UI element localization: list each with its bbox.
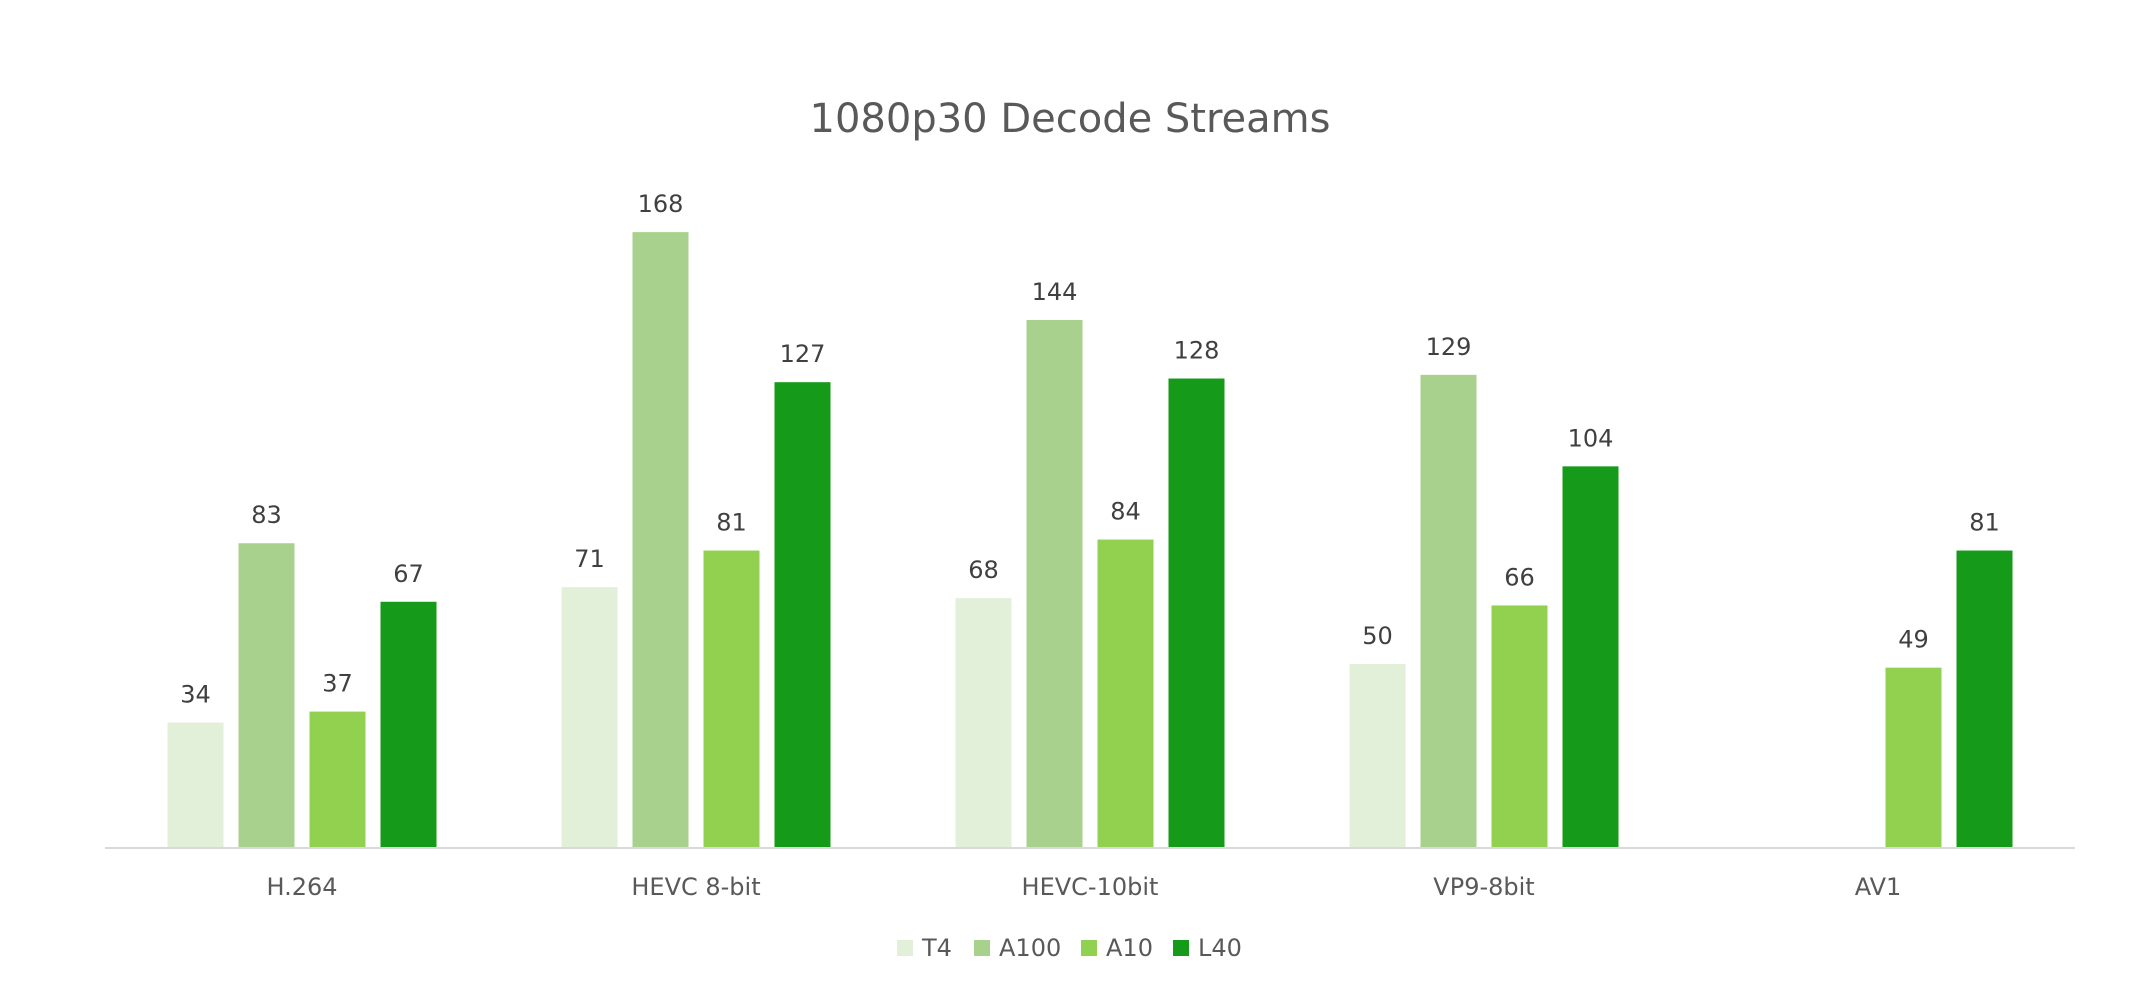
data-label-hevc-8-bit-t4: 71 xyxy=(574,545,605,573)
data-label-h-264-t4: 34 xyxy=(180,681,211,709)
legend: T4 A100 A10 L40 xyxy=(897,934,1242,962)
legend-swatch-a10 xyxy=(1081,940,1097,956)
data-label-h-264-a100: 83 xyxy=(251,501,282,529)
bar-hevc-8-bit-l40 xyxy=(774,382,831,847)
data-label-hevc-10bit-a10: 84 xyxy=(1110,498,1141,526)
bar-hevc-10bit-t4 xyxy=(955,598,1012,847)
legend-swatch-t4 xyxy=(897,940,913,956)
legend-item-l40: L40 xyxy=(1173,934,1242,962)
bars-group: 34 83 37 67 71 168 81 127 68 144 84 128 50 129 66 104 49… xyxy=(167,190,2013,848)
legend-item-t4: T4 xyxy=(897,934,952,962)
legend-label-t4: T4 xyxy=(921,934,952,962)
data-label-vp9-8bit-l40: 104 xyxy=(1568,424,1614,452)
x-tick-label-h-264: H.264 xyxy=(266,873,337,901)
bar-hevc-8-bit-a10 xyxy=(703,550,760,847)
legend-label-a100: A100 xyxy=(999,934,1061,962)
x-tick-labels: H.264 HEVC 8-bit HEVC-10bit VP9-8bit AV1 xyxy=(266,873,1901,901)
bar-hevc-10bit-a10 xyxy=(1097,539,1154,847)
data-label-h-264-a10: 37 xyxy=(322,670,353,698)
data-label-hevc-8-bit-l40: 127 xyxy=(780,340,826,368)
data-label-hevc-8-bit-a10: 81 xyxy=(716,509,747,537)
bar-h-264-a100 xyxy=(238,543,295,847)
legend-swatch-l40 xyxy=(1173,940,1189,956)
bar-av1-a10 xyxy=(1885,667,1942,847)
data-label-vp9-8bit-t4: 50 xyxy=(1362,622,1393,650)
data-label-av1-l40: 81 xyxy=(1969,509,2000,537)
bar-vp9-8bit-a10 xyxy=(1491,605,1548,847)
legend-label-a10: A10 xyxy=(1106,934,1153,962)
data-label-av1-a10: 49 xyxy=(1898,626,1929,654)
x-tick-label-av1: AV1 xyxy=(1855,873,1902,901)
bar-hevc-8-bit-t4 xyxy=(561,587,618,847)
bar-vp9-8bit-t4 xyxy=(1349,664,1406,847)
bar-av1-l40 xyxy=(1956,550,2013,847)
chart-title: 1080p30 Decode Streams xyxy=(810,96,1331,142)
data-label-vp9-8bit-a100: 129 xyxy=(1426,333,1472,361)
data-label-h-264-l40: 67 xyxy=(393,560,424,588)
bar-h-264-a10 xyxy=(309,711,366,847)
bar-vp9-8bit-a100 xyxy=(1420,374,1477,847)
bar-h-264-t4 xyxy=(167,722,224,847)
bar-hevc-8-bit-a100 xyxy=(632,232,689,847)
x-tick-label-vp9-8bit: VP9-8bit xyxy=(1433,873,1534,901)
bar-h-264-l40 xyxy=(380,601,437,847)
legend-item-a100: A100 xyxy=(974,934,1061,962)
data-label-hevc-10bit-a100: 144 xyxy=(1032,278,1078,306)
data-label-hevc-10bit-t4: 68 xyxy=(968,556,999,584)
bar-hevc-10bit-a100 xyxy=(1026,319,1083,848)
x-tick-label-hevc-8-bit: HEVC 8-bit xyxy=(631,873,760,901)
legend-label-l40: L40 xyxy=(1198,934,1242,962)
data-label-hevc-10bit-l40: 128 xyxy=(1174,337,1220,365)
data-label-hevc-8-bit-a100: 168 xyxy=(638,190,684,218)
data-label-vp9-8bit-a10: 66 xyxy=(1504,563,1535,591)
bar-vp9-8bit-l40 xyxy=(1562,466,1619,847)
bar-hevc-10bit-l40 xyxy=(1168,378,1225,847)
x-tick-label-hevc-10bit: HEVC-10bit xyxy=(1022,873,1159,901)
legend-item-a10: A10 xyxy=(1081,934,1153,962)
legend-swatch-a100 xyxy=(974,940,990,956)
